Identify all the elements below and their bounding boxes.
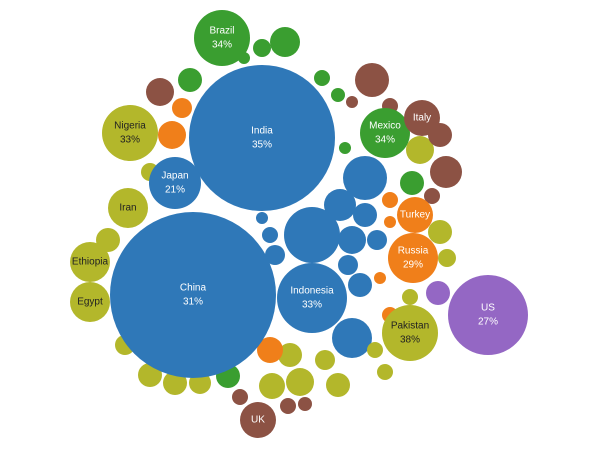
bubble	[430, 156, 462, 188]
bubble-label: Turkey	[400, 210, 430, 221]
bubble	[110, 212, 276, 378]
bubble-label: Egypt	[77, 297, 103, 308]
bubble-label: India	[251, 126, 273, 137]
bubble	[438, 249, 456, 267]
bubble-label: Italy	[413, 113, 431, 124]
bubble	[448, 275, 528, 355]
bubble	[332, 318, 372, 358]
bubble	[265, 245, 285, 265]
bubble	[315, 350, 335, 370]
value-label: 27%	[478, 317, 498, 328]
bubble	[360, 108, 410, 158]
bubble	[259, 373, 285, 399]
bubble	[338, 255, 358, 275]
bubble	[397, 197, 433, 233]
bubble	[400, 171, 424, 195]
bubble	[404, 100, 440, 136]
value-label: 34%	[375, 135, 395, 146]
bubble-label: Japan	[161, 171, 188, 182]
bubble	[253, 39, 271, 57]
bubble	[374, 272, 386, 284]
bubble	[367, 230, 387, 250]
bubble-label: US	[481, 303, 495, 314]
bubble-label: UK	[251, 415, 265, 426]
bubble	[314, 70, 330, 86]
bubble	[382, 305, 438, 361]
value-label: 33%	[302, 300, 322, 311]
bubble	[339, 142, 351, 154]
bubble	[326, 373, 350, 397]
bubble	[348, 273, 372, 297]
bubble-label: Indonesia	[290, 286, 334, 297]
bubble-label: Ethiopia	[72, 257, 109, 268]
bubble	[240, 402, 276, 438]
bubble-label: Nigeria	[114, 121, 146, 132]
bubble	[172, 98, 192, 118]
bubble	[70, 242, 110, 282]
bubble	[158, 121, 186, 149]
bubble	[280, 398, 296, 414]
bubble-label: Pakistan	[391, 321, 429, 332]
bubble	[270, 27, 300, 57]
bubble	[286, 368, 314, 396]
bubble	[331, 88, 345, 102]
value-label: 35%	[252, 140, 272, 151]
bubble-label: China	[180, 283, 207, 294]
bubble	[284, 207, 340, 263]
bubble	[298, 397, 312, 411]
value-label: 34%	[212, 40, 232, 51]
bubble-label: Brazil	[209, 26, 234, 37]
bubble	[338, 226, 366, 254]
bubble	[257, 337, 283, 363]
bubble	[146, 78, 174, 106]
bubble	[426, 281, 450, 305]
bubble	[388, 233, 438, 283]
bubble-label: Russia	[398, 246, 429, 257]
bubble	[277, 263, 347, 333]
bubble	[194, 10, 250, 66]
bubble	[149, 157, 201, 209]
bubble	[102, 105, 158, 161]
bubble	[353, 203, 377, 227]
bubble	[70, 282, 110, 322]
value-label: 29%	[403, 260, 423, 271]
bubble	[108, 188, 148, 228]
bubble	[262, 227, 278, 243]
bubble	[256, 212, 268, 224]
value-label: 38%	[400, 335, 420, 346]
bubble	[367, 342, 383, 358]
bubble	[382, 192, 398, 208]
bubble-label: Iran	[119, 203, 136, 214]
value-label: 31%	[183, 297, 203, 308]
bubble	[428, 220, 452, 244]
bubble	[232, 389, 248, 405]
bubble	[384, 216, 396, 228]
bubble	[377, 364, 393, 380]
bubble	[355, 63, 389, 97]
value-label: 21%	[165, 185, 185, 196]
bubble	[402, 289, 418, 305]
bubble	[324, 189, 356, 221]
bubble	[406, 136, 434, 164]
bubble-label: Mexico	[369, 121, 401, 132]
bubble	[178, 68, 202, 92]
bubble	[424, 188, 440, 204]
bubble	[278, 343, 302, 367]
bubble	[346, 96, 358, 108]
bubble	[189, 65, 335, 211]
bubble	[343, 156, 387, 200]
value-label: 33%	[120, 135, 140, 146]
